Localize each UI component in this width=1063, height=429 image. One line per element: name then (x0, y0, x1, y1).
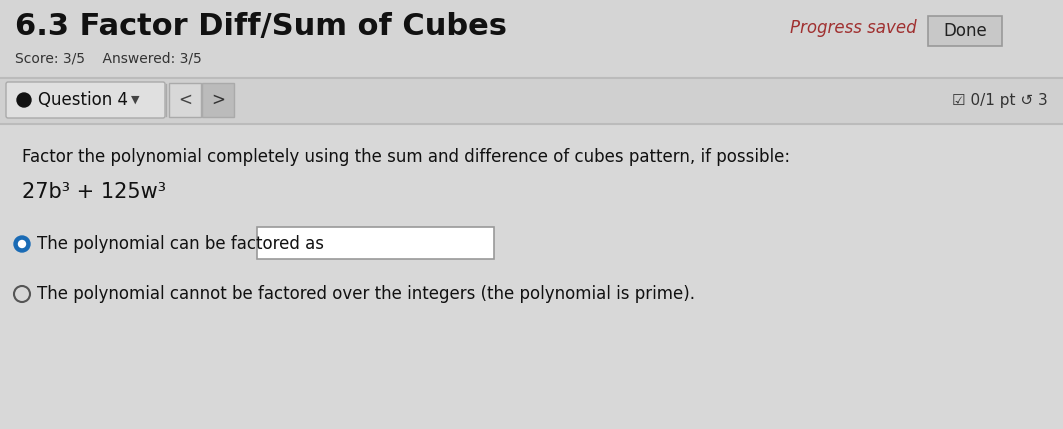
Text: Question 4: Question 4 (38, 91, 128, 109)
Circle shape (14, 236, 30, 252)
FancyBboxPatch shape (928, 16, 1002, 46)
Text: Factor the polynomial completely using the sum and difference of cubes pattern, : Factor the polynomial completely using t… (22, 148, 790, 166)
Text: Done: Done (943, 22, 986, 40)
Text: Score: 3/5    Answered: 3/5: Score: 3/5 Answered: 3/5 (15, 52, 202, 66)
Bar (0, 78, 1063, 124)
Text: 27b³ + 125w³: 27b³ + 125w³ (22, 182, 166, 202)
Text: 6.3 Factor Diff/Sum of Cubes: 6.3 Factor Diff/Sum of Cubes (15, 12, 507, 41)
Text: Progress saved: Progress saved (790, 19, 916, 37)
FancyBboxPatch shape (202, 83, 234, 117)
FancyBboxPatch shape (257, 227, 494, 259)
Bar (0, 0, 1063, 78)
Text: <: < (178, 91, 192, 109)
Text: ☑ 0/1 pt ↺ 3: ☑ 0/1 pt ↺ 3 (952, 93, 1048, 108)
Text: The polynomial can be factored as: The polynomial can be factored as (37, 235, 324, 253)
Circle shape (14, 286, 30, 302)
Text: ▼: ▼ (131, 95, 139, 105)
Circle shape (18, 241, 26, 248)
FancyBboxPatch shape (169, 83, 201, 117)
FancyBboxPatch shape (6, 82, 165, 118)
Text: >: > (210, 91, 225, 109)
Text: The polynomial cannot be factored over the integers (the polynomial is prime).: The polynomial cannot be factored over t… (37, 285, 695, 303)
Circle shape (17, 93, 31, 107)
